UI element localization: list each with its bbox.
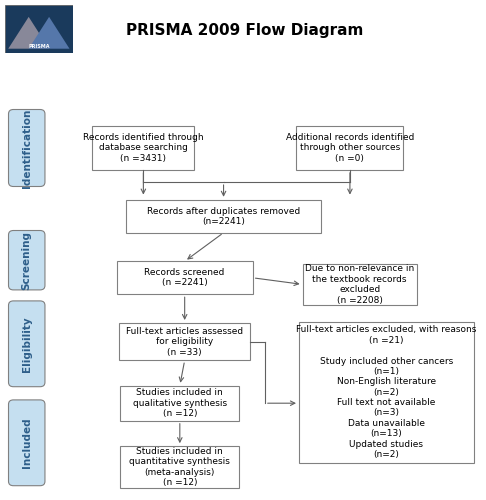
Text: Records screened
(n =2241): Records screened (n =2241) — [144, 268, 225, 287]
FancyBboxPatch shape — [9, 110, 45, 186]
Text: Screening: Screening — [22, 230, 32, 290]
FancyBboxPatch shape — [119, 323, 250, 360]
Text: Full-text articles excluded, with reasons
(n =21)

Study included other cancers
: Full-text articles excluded, with reason… — [296, 326, 477, 459]
Polygon shape — [8, 17, 49, 48]
FancyBboxPatch shape — [9, 400, 45, 486]
Text: Due to non-relevance in
the textbook records
excluded
(n =2208): Due to non-relevance in the textbook rec… — [305, 264, 414, 304]
Text: Studies included in
qualitative synthesis
(n =12): Studies included in qualitative synthesi… — [133, 388, 227, 418]
FancyBboxPatch shape — [117, 262, 253, 294]
FancyBboxPatch shape — [92, 126, 194, 170]
FancyBboxPatch shape — [296, 126, 403, 170]
FancyBboxPatch shape — [9, 230, 45, 290]
Text: Eligibility: Eligibility — [22, 316, 32, 372]
FancyBboxPatch shape — [5, 5, 73, 52]
Text: Records after duplicates removed
(n=2241): Records after duplicates removed (n=2241… — [147, 206, 300, 226]
FancyBboxPatch shape — [121, 386, 239, 421]
Text: PRISMA: PRISMA — [28, 44, 50, 49]
Polygon shape — [29, 17, 69, 48]
Text: Additional records identified
through other sources
(n =0): Additional records identified through ot… — [286, 133, 414, 163]
Text: Identification: Identification — [22, 108, 32, 188]
Text: Studies included in
quantitative synthesis
(meta-analysis)
(n =12): Studies included in quantitative synthes… — [129, 447, 230, 487]
Text: Records identified through
database searching
(n =3431): Records identified through database sear… — [83, 133, 204, 163]
FancyBboxPatch shape — [121, 446, 239, 488]
FancyBboxPatch shape — [299, 322, 474, 462]
FancyBboxPatch shape — [9, 301, 45, 386]
FancyBboxPatch shape — [126, 200, 321, 232]
Text: Included: Included — [22, 418, 32, 468]
Text: Full-text articles assessed
for eligibility
(n =33): Full-text articles assessed for eligibil… — [126, 326, 243, 356]
Text: PRISMA 2009 Flow Diagram: PRISMA 2009 Flow Diagram — [126, 22, 364, 38]
FancyBboxPatch shape — [302, 264, 417, 306]
